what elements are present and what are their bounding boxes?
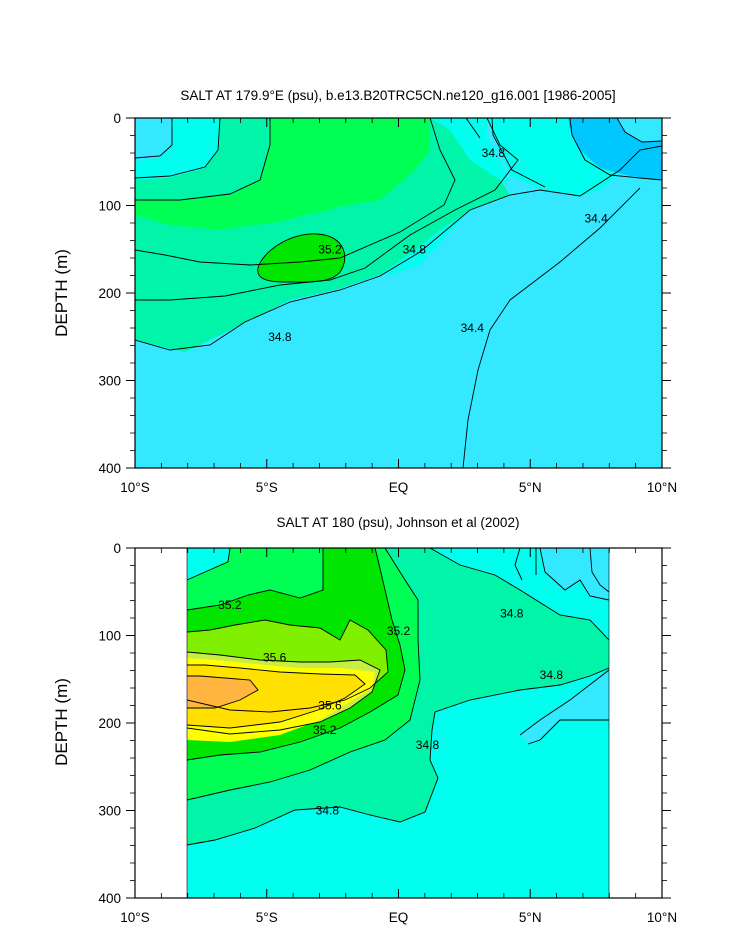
contour-lines <box>187 548 609 846</box>
region-nw-band <box>187 548 230 580</box>
x-tick-label: EQ <box>389 910 409 925</box>
contour-label: 34.4 <box>584 212 608 226</box>
contour-label: 34.8 <box>482 146 506 160</box>
contour-label: 34.8 <box>316 804 340 818</box>
axes-ticks: 10°S 5°S EQ 5°N 10°N 0 100 200 300 400 <box>98 111 677 495</box>
x-tick-label: 5°S <box>256 480 278 495</box>
x-tick-label: 10°S <box>120 480 149 495</box>
chart-title: SALT AT 180 (psu), Johnson et al (2002) <box>277 515 520 530</box>
y-tick-label: 100 <box>98 199 121 214</box>
y-tick-label: 200 <box>98 286 121 301</box>
y-tick-label: 400 <box>98 891 121 906</box>
y-tick-label: 200 <box>98 716 121 731</box>
x-tick-label: 5°S <box>256 910 278 925</box>
y-tick-label: 0 <box>113 111 121 126</box>
contour-fill <box>187 548 609 898</box>
x-tick-label: 5°N <box>519 910 542 925</box>
contour-label: 34.8 <box>416 738 440 752</box>
contour-fill <box>135 118 662 468</box>
chart-title: SALT AT 179.9°E (psu), b.e13.B20TRC5CN.n… <box>180 88 615 103</box>
region-35-2-blob <box>257 233 345 283</box>
y-tick-label: 300 <box>98 804 121 819</box>
x-tick-label: 10°S <box>120 910 149 925</box>
contour-label: 35.6 <box>263 650 287 664</box>
y-tick-label: 100 <box>98 629 121 644</box>
contour-label: 34.8 <box>500 607 524 621</box>
region-ne-34-0 <box>520 670 609 744</box>
contour-label: 35.2 <box>387 624 411 638</box>
x-tick-label: 10°N <box>647 910 677 925</box>
contour-label: 35.2 <box>218 598 242 612</box>
x-tick-label: 5°N <box>519 480 542 495</box>
contour-label: 34.4 <box>461 321 485 335</box>
region-36-4 <box>187 676 258 708</box>
x-tick-label: EQ <box>389 480 409 495</box>
y-tick-label: 300 <box>98 374 121 389</box>
region-nw-34-8 <box>135 118 220 180</box>
contour-label: 34.8 <box>403 242 427 256</box>
panel-top: SALT AT 179.9°E (psu), b.e13.B20TRC5CN.n… <box>52 88 677 495</box>
y-axis-label: DEPTH (m) <box>52 678 71 766</box>
region-ne-33-8 <box>617 118 662 142</box>
x-tick-label: 10°N <box>647 480 677 495</box>
panel-bottom: SALT AT 180 (psu), Johnson et al (2002) … <box>52 515 677 925</box>
contour-label: 34.8 <box>540 668 564 682</box>
contour-label: 35.2 <box>313 723 337 737</box>
contour-labels: 35.2 35.2 34.8 35.6 34.8 35.6 35.2 34.8 34.8 <box>218 598 564 818</box>
region-ne-34-4 <box>500 548 609 600</box>
contour-lines <box>135 118 662 468</box>
contour-label: 34.8 <box>268 330 292 344</box>
contour-label: 35.2 <box>318 242 342 256</box>
y-tick-label: 400 <box>98 461 121 476</box>
y-tick-label: 0 <box>113 541 121 556</box>
y-axis-label: DEPTH (m) <box>52 249 71 337</box>
region-34-8 <box>135 118 662 196</box>
contour-label: 35.6 <box>318 699 342 713</box>
contour-labels: 34.8 34.4 35.2 34.8 34.8 34.4 <box>268 146 608 344</box>
region-nw-34-4 <box>135 118 172 162</box>
axes-ticks: 10°S 5°S EQ 5°N 10°N 0 100 200 300 400 <box>98 541 677 925</box>
region-nw-35-0 <box>135 118 270 200</box>
